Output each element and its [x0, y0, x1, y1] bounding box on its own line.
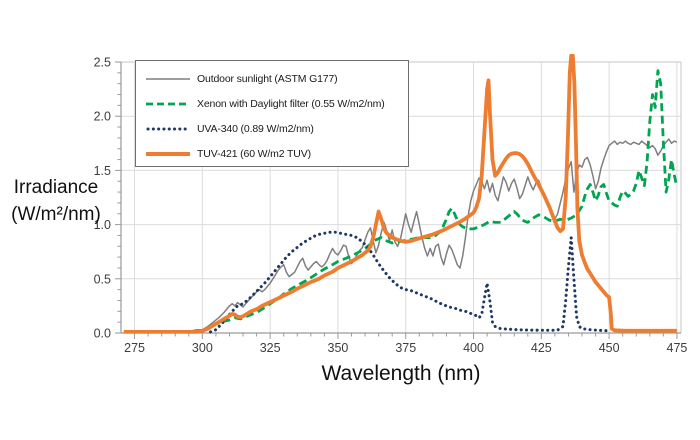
y-tick-label-0.5: 0.5 — [94, 272, 111, 286]
x-tick-label-375: 375 — [395, 341, 416, 355]
legend-line-sample-dotted-navy — [146, 127, 190, 130]
legend-item-uva-340: UVA-340 (0.89 W/m2/nm) — [146, 116, 408, 141]
x-tick-label-300: 300 — [192, 341, 213, 355]
x-axis-title: Wavelength (nm) — [321, 362, 481, 385]
legend-item-xenon-daylight-filter: Xenon with Daylight filter (0.55 W/m2/nm… — [146, 91, 408, 116]
y-tick-label-2.5: 2.5 — [94, 56, 111, 70]
x-tick-label-400: 400 — [463, 341, 484, 355]
series-line-0 — [191, 138, 678, 332]
y-tick-label-1.5: 1.5 — [94, 164, 111, 178]
legend-line-sample-dashed-green — [146, 102, 190, 105]
x-tick-label-275: 275 — [124, 341, 145, 355]
legend-line-sample-solid-gray — [146, 77, 190, 80]
chart-legend: Outdoor sunlight (ASTM G177) Xenon with … — [135, 60, 409, 167]
x-tick-label-325: 325 — [260, 341, 281, 355]
legend-item-outdoor-sunlight: Outdoor sunlight (ASTM G177) — [146, 66, 408, 91]
x-tick-label-425: 425 — [531, 341, 552, 355]
y-tick-label-2.0: 2.0 — [94, 110, 111, 124]
y-tick-label-0.0: 0.0 — [94, 327, 111, 341]
y-axis-title-line2: (W/m²/nm) — [11, 204, 101, 225]
y-axis-title: Irradiance (W/m²/nm) — [0, 174, 112, 228]
x-tick-label-475: 475 — [667, 341, 688, 355]
series-line-2 — [209, 230, 611, 334]
legend-item-tuv-421: TUV-421 (60 W/m2 TUV) — [146, 141, 408, 166]
series-line-1 — [199, 69, 679, 334]
legend-label: UVA-340 (0.89 W/m2/nm) — [197, 122, 314, 135]
series-line-3 — [123, 54, 677, 334]
legend-label: TUV-421 (60 W/m2 TUV) — [197, 147, 311, 160]
x-tick-label-350: 350 — [328, 341, 349, 355]
y-axis-title-line1: Irradiance — [13, 177, 99, 198]
y-tick-label-1.0: 1.0 — [94, 218, 111, 232]
legend-label: Outdoor sunlight (ASTM G177) — [197, 72, 338, 85]
legend-label: Xenon with Daylight filter (0.55 W/m2/nm… — [197, 97, 385, 110]
x-tick-label-450: 450 — [599, 341, 620, 355]
legend-line-sample-solid-orange — [146, 151, 190, 156]
